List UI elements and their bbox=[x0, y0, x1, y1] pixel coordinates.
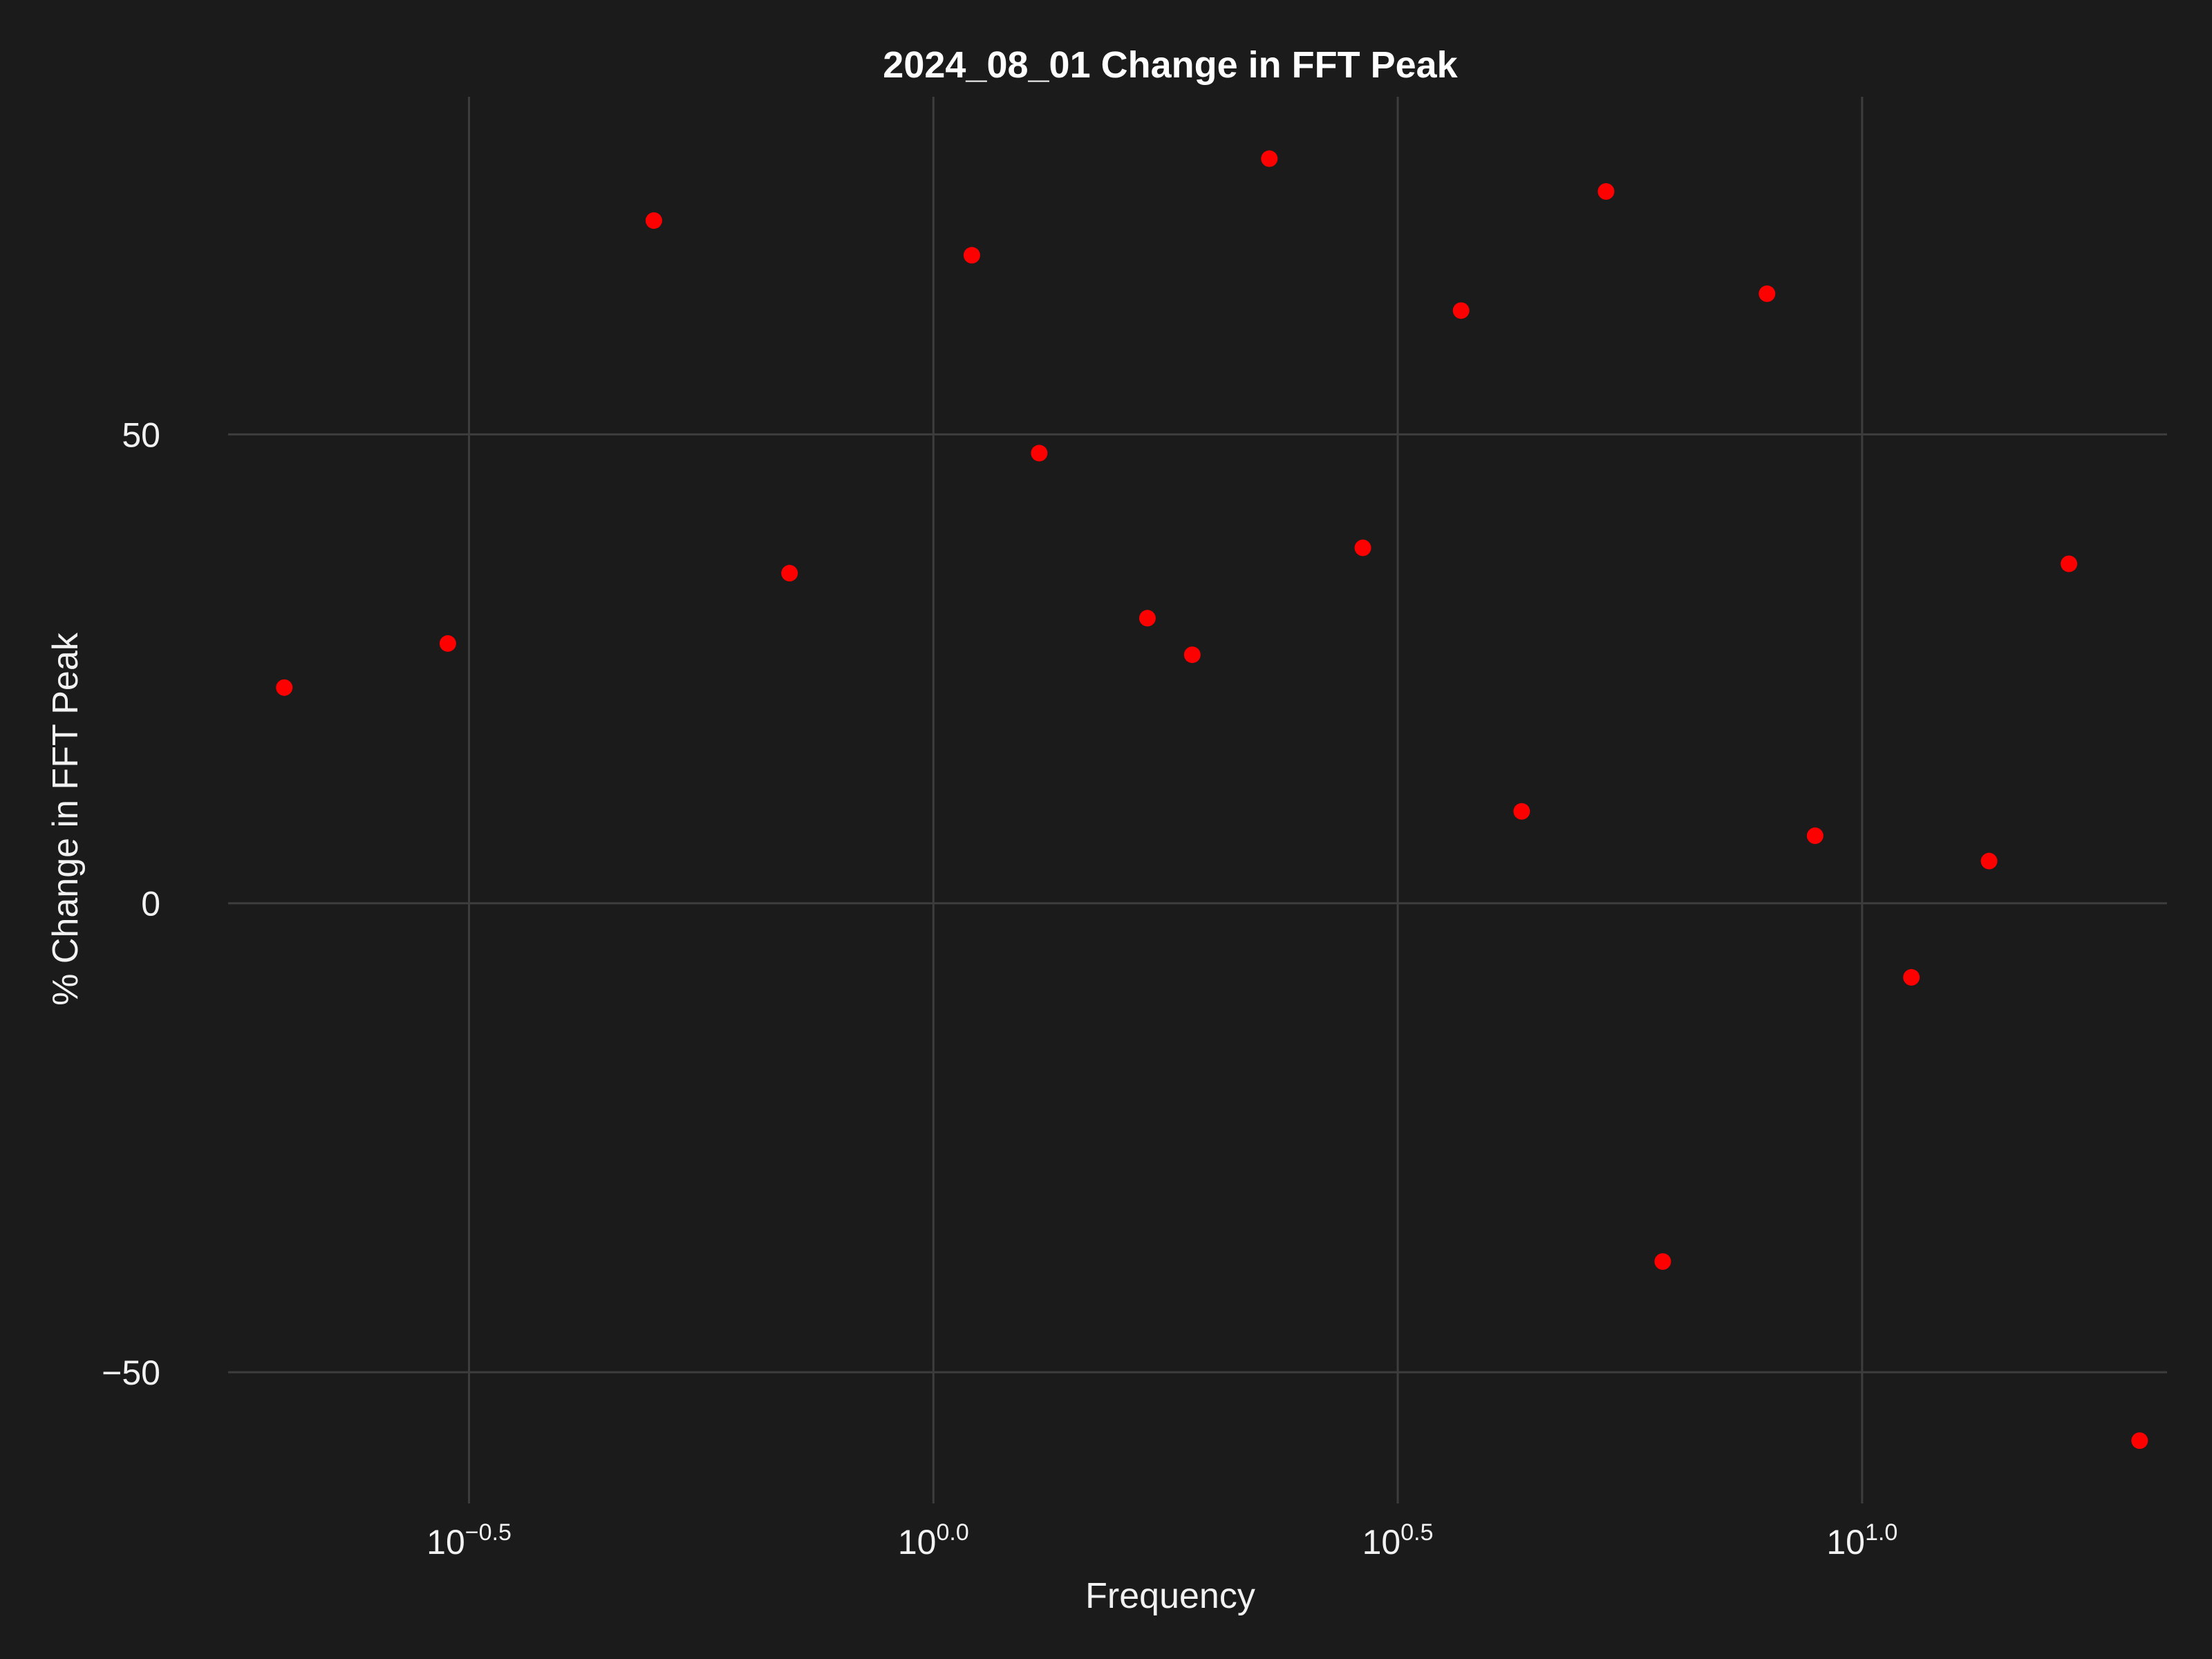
data-point bbox=[645, 212, 662, 229]
point-layer bbox=[276, 150, 2148, 1450]
x-tick-label: 100.0 bbox=[898, 1519, 969, 1562]
y-tick-label: −50 bbox=[102, 1353, 160, 1392]
data-point bbox=[276, 679, 293, 696]
data-point bbox=[2061, 555, 2078, 572]
data-point bbox=[781, 565, 798, 582]
data-point bbox=[1354, 539, 1371, 556]
y-axis-label: % Change in FFT Peak bbox=[46, 632, 86, 1006]
x-axis-label: Frequency bbox=[1085, 1576, 1255, 1616]
data-point bbox=[1597, 183, 1615, 200]
data-point bbox=[1513, 803, 1530, 820]
data-point bbox=[1806, 827, 1824, 845]
y-tick-label: 0 bbox=[141, 885, 160, 924]
data-point bbox=[1903, 968, 1920, 986]
tick-layer: 10−0.5 100.0 100.5 101.0 50 0 −50 bbox=[102, 415, 1897, 1562]
data-point bbox=[1654, 1253, 1671, 1270]
data-point bbox=[1183, 646, 1201, 664]
chart-title: 2024_08_01 Change in FFT Peak bbox=[883, 44, 1458, 86]
data-point bbox=[1759, 285, 1776, 302]
data-point bbox=[1031, 444, 1048, 462]
data-point bbox=[963, 247, 980, 264]
data-point bbox=[1261, 150, 1278, 167]
data-point bbox=[2131, 1432, 2148, 1450]
y-tick-label: 50 bbox=[122, 415, 160, 454]
data-point bbox=[1980, 852, 1998, 870]
x-tick-label: 101.0 bbox=[1826, 1519, 1897, 1562]
data-point bbox=[439, 635, 456, 652]
grid-layer bbox=[228, 97, 2167, 1503]
data-point bbox=[1452, 302, 1470, 319]
data-point bbox=[1138, 610, 1156, 627]
x-tick-label: 100.5 bbox=[1362, 1519, 1434, 1562]
x-tick-label: 10−0.5 bbox=[427, 1519, 512, 1562]
